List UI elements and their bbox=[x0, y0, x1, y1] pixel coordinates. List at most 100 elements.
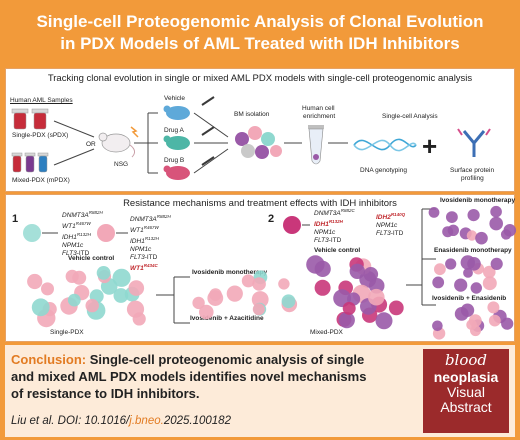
cell bbox=[338, 312, 355, 329]
cell bbox=[475, 231, 488, 245]
conclusion-line-1: Single-cell proteogenomic analysis of si… bbox=[86, 352, 365, 367]
ivosidenib-mono-label-1: Ivosidenib monotherapy bbox=[192, 269, 268, 276]
cell bbox=[65, 269, 79, 283]
cell bbox=[454, 307, 469, 321]
cell bbox=[31, 298, 50, 317]
vehicle-label: Vehicle bbox=[164, 95, 185, 102]
single-pdx-label: Single-PDX (sPDX) bbox=[12, 132, 69, 139]
gene-mutation: FLT3-ITD bbox=[376, 230, 404, 238]
cell bbox=[278, 278, 290, 290]
gene-list-resistant-single: DNMT3AR882H WT1R467W IDH1R132H NPM1c FLT3-IT… bbox=[130, 213, 171, 274]
cell bbox=[432, 320, 443, 332]
ivosidenib-mono-label-2: Ivosidenib monotherapy bbox=[440, 197, 516, 204]
ivo-ena-label: Ivosidenib + Enasidenib bbox=[432, 295, 507, 302]
drug-a-label: Drug A bbox=[164, 127, 184, 134]
logo-neoplasia: neoplasia bbox=[433, 369, 499, 385]
cell bbox=[487, 301, 500, 314]
gene-mutation: DNMT3AR882C bbox=[314, 208, 355, 218]
citation-prefix: Liu et al. DOI: 10.1016/ bbox=[11, 415, 130, 427]
cell bbox=[375, 312, 393, 330]
gene-mutation: FLT3-ITD bbox=[130, 254, 158, 262]
dna-helix-icon bbox=[353, 138, 417, 152]
cell bbox=[490, 257, 503, 270]
gene-mutation: FLT3-ITD bbox=[62, 250, 90, 258]
gene-mutation: DNMT3AR882H bbox=[130, 214, 171, 224]
antibody-icon bbox=[457, 128, 491, 157]
cell bbox=[207, 290, 224, 306]
human-cell-label-2: enrichment bbox=[303, 113, 336, 120]
single-pdx-caption: Single-PDX bbox=[50, 329, 84, 336]
cell bbox=[482, 276, 497, 291]
ivosidenib-aza-label: Ivosidenib + Azacitidine bbox=[190, 315, 264, 322]
bm-cell-cluster bbox=[235, 126, 282, 159]
cell bbox=[112, 268, 131, 287]
cell bbox=[128, 280, 145, 296]
gene-mutation: IDH1R132H bbox=[62, 232, 91, 242]
gene-mutation: IDH1R132H bbox=[130, 236, 159, 246]
gene-list-clone-2-mixed: IDH2R140Q NPM1c FLT3-ITD bbox=[376, 211, 405, 238]
arrow-mixed-to-mouse bbox=[53, 148, 95, 166]
ena-mono-cluster-mixed bbox=[432, 255, 503, 294]
conclusion-label: Conclusion: bbox=[11, 352, 87, 367]
cell bbox=[467, 209, 480, 222]
cell bbox=[434, 263, 446, 276]
sample-tubes-single bbox=[11, 108, 49, 130]
workflow-panel: Tracking clonal evolution in single or m… bbox=[5, 68, 515, 192]
cell bbox=[483, 265, 496, 279]
cell bbox=[342, 301, 356, 315]
arrow-single-to-mouse bbox=[53, 120, 95, 138]
logo-abstract: Abstract bbox=[440, 399, 492, 415]
drug-a-mouse-icon bbox=[163, 135, 190, 150]
clone-cell-pink bbox=[97, 224, 115, 242]
irradiation-icon bbox=[130, 126, 139, 138]
clone-cell-teal bbox=[23, 224, 41, 242]
vehicle-cluster-single bbox=[27, 266, 146, 328]
conclusion-box: Conclusion: Single-cell proteogenomic an… bbox=[5, 345, 515, 437]
cell bbox=[126, 300, 145, 318]
cell bbox=[314, 279, 331, 296]
section-number-1: 1 bbox=[12, 213, 19, 225]
drug-b-label: Drug B bbox=[164, 157, 185, 164]
ivo-ena-cluster-mixed bbox=[432, 301, 514, 340]
bm-isolation-label: BM isolation bbox=[234, 111, 270, 118]
dna-genotyping-label: DNA genotyping bbox=[360, 167, 407, 174]
cell bbox=[252, 277, 266, 291]
gene-mutation: DNMT3AR882H bbox=[62, 210, 103, 220]
logo-blood: blood bbox=[444, 351, 488, 369]
gene-mutation: NPM1c bbox=[130, 246, 152, 254]
nsg-label: NSG bbox=[114, 161, 129, 168]
clone-cell-magenta bbox=[283, 216, 301, 234]
plus-sign: + bbox=[422, 131, 438, 161]
title-line-2: in PDX Models of AML Treated with IDH In… bbox=[60, 34, 460, 53]
cell bbox=[501, 317, 514, 330]
vehicle-control-label-1: Vehicle control bbox=[68, 255, 115, 262]
title-line-1: Single-cell Proteogenomic Analysis of Cl… bbox=[36, 12, 484, 31]
cell bbox=[488, 314, 501, 327]
cell bbox=[363, 267, 379, 282]
human-cell-label-1: Human cell bbox=[302, 105, 335, 112]
cell bbox=[388, 300, 404, 316]
cell bbox=[432, 276, 445, 289]
resistance-graphics bbox=[23, 205, 517, 340]
citation[interactable]: Liu et al. DOI: 10.1016/j.bneo.2025.1001… bbox=[11, 415, 231, 427]
cell bbox=[252, 303, 265, 316]
vehicle-control-label-2: Vehicle control bbox=[314, 247, 361, 254]
sample-tubes-mixed bbox=[11, 152, 49, 173]
cell bbox=[454, 278, 468, 292]
conclusion-line-2: and mixed AML PDX models identifies nove… bbox=[11, 369, 367, 384]
cell bbox=[468, 314, 482, 327]
cell bbox=[199, 304, 214, 320]
enrichment-tube-icon bbox=[308, 125, 324, 165]
vehicle-cluster-mixed bbox=[306, 255, 404, 330]
cell bbox=[113, 288, 129, 303]
samples-label: Human AML Samples bbox=[10, 97, 73, 104]
cell bbox=[251, 291, 269, 308]
cell bbox=[503, 224, 517, 237]
logo-visual: Visual bbox=[447, 384, 485, 400]
cell bbox=[466, 230, 478, 241]
nsg-mouse-icon bbox=[98, 132, 136, 158]
gene-mutation: WT1R434C bbox=[130, 263, 158, 273]
ivo-mono-cluster-single bbox=[192, 270, 298, 320]
or-label: OR bbox=[86, 141, 96, 148]
cell bbox=[428, 207, 440, 218]
